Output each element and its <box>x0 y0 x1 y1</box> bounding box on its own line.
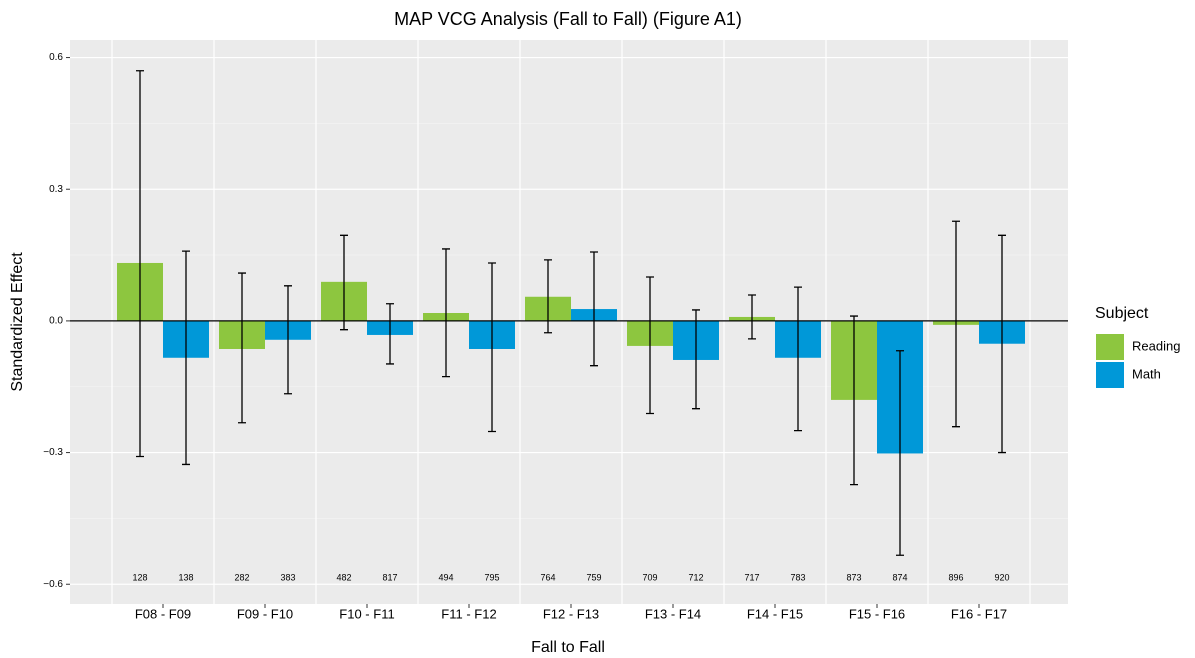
y-tick-label: 0.0 <box>49 316 63 327</box>
error-bar <box>794 286 802 432</box>
x-tick-label: F13 - F14 <box>645 606 701 621</box>
error-bar <box>692 309 700 410</box>
error-bar <box>646 276 654 415</box>
error-bar <box>748 294 756 340</box>
error-bar <box>182 250 190 466</box>
count-label: 494 <box>438 572 453 582</box>
y-tick-label: 0.6 <box>49 52 63 63</box>
x-tick-label: F09 - F10 <box>237 606 293 621</box>
error-bar <box>386 303 394 365</box>
legend-key <box>1096 334 1124 360</box>
count-label: 764 <box>540 572 555 582</box>
count-label: 128 <box>132 572 147 582</box>
x-tick-label: F08 - F09 <box>135 606 191 621</box>
count-label: 817 <box>382 572 397 582</box>
error-bar <box>590 251 598 367</box>
count-label: 896 <box>948 572 963 582</box>
count-label: 712 <box>688 572 703 582</box>
x-tick-label: F14 - F15 <box>747 606 803 621</box>
y-tick-label: −0.6 <box>43 579 63 590</box>
count-label: 138 <box>178 572 193 582</box>
error-bar <box>488 262 496 433</box>
legend-title: Subject <box>1095 305 1149 322</box>
x-tick-label: F15 - F16 <box>849 606 905 621</box>
error-bar <box>952 220 960 428</box>
x-tick-label: F12 - F13 <box>543 606 599 621</box>
count-label: 759 <box>586 572 601 582</box>
x-axis-title: Fall to Fall <box>531 639 605 656</box>
count-label: 783 <box>790 572 805 582</box>
x-tick-label: F10 - F11 <box>339 606 394 621</box>
count-label: 920 <box>994 572 1009 582</box>
legend-label: Math <box>1132 366 1161 381</box>
count-label: 709 <box>642 572 657 582</box>
legend-label: Reading <box>1132 338 1180 353</box>
error-bar <box>284 285 292 395</box>
count-label: 717 <box>744 572 759 582</box>
y-axis-title: Standardized Effect <box>9 252 26 392</box>
x-tick-label: F11 - F12 <box>441 606 496 621</box>
chart-title: MAP VCG Analysis (Fall to Fall) (Figure … <box>394 9 742 29</box>
y-tick-label: −0.3 <box>43 447 63 458</box>
error-bar <box>850 315 858 486</box>
legend-key <box>1096 362 1124 388</box>
count-label: 795 <box>484 572 499 582</box>
error-bar <box>340 234 348 331</box>
x-tick-label: F16 - F17 <box>951 606 1007 621</box>
error-bar <box>136 70 144 458</box>
count-label: 282 <box>234 572 249 582</box>
error-bar <box>238 272 246 424</box>
count-label: 482 <box>336 572 351 582</box>
error-bar <box>998 234 1006 454</box>
error-bar <box>896 350 904 556</box>
y-tick-label: 0.3 <box>49 184 63 195</box>
count-label: 383 <box>280 572 295 582</box>
count-label: 874 <box>892 572 907 582</box>
count-label: 873 <box>846 572 861 582</box>
error-bar <box>442 248 450 378</box>
